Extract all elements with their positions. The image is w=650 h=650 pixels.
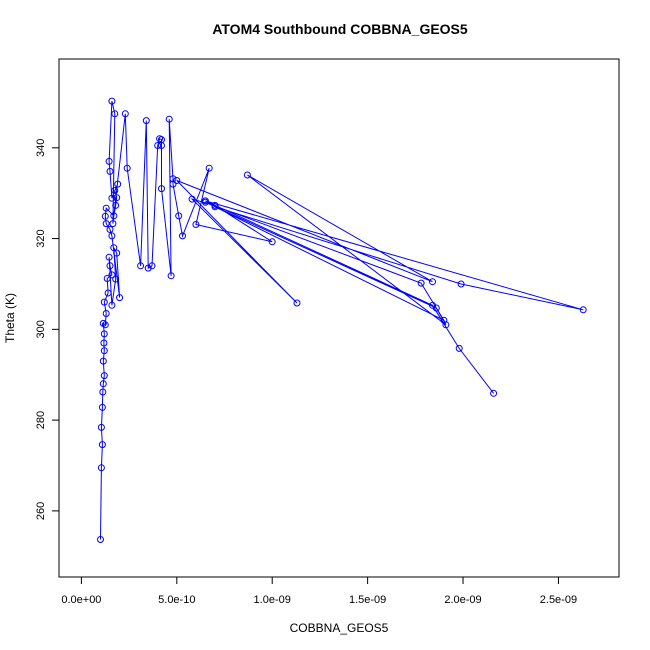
- data-point: [100, 298, 108, 306]
- data-point: [97, 536, 104, 543]
- y-axis: 260 280 300 320 340: [35, 139, 59, 520]
- y-axis-label: Theta (K): [3, 293, 17, 343]
- data-point: [106, 226, 114, 233]
- data-point: [123, 164, 131, 172]
- data-point: [429, 278, 436, 286]
- data-point: [106, 167, 114, 175]
- data-point: [116, 294, 124, 302]
- data-point: [105, 253, 113, 261]
- data-point: [114, 180, 122, 188]
- y-tick-label: 320: [35, 229, 47, 247]
- data-point: [113, 194, 121, 202]
- data-point: [99, 388, 107, 396]
- data-point: [243, 171, 251, 179]
- data-point: [490, 389, 498, 397]
- y-tick-label: 300: [35, 320, 47, 338]
- y-tick-label: 260: [35, 502, 47, 520]
- data-point: [455, 344, 463, 352]
- data-point: [104, 289, 112, 297]
- data-point: [158, 185, 165, 193]
- plot-area: [97, 97, 587, 543]
- data-point: [179, 232, 186, 240]
- x-tick-label: 1.0e-09: [254, 594, 291, 606]
- data-point: [99, 380, 107, 388]
- data-point: [100, 330, 108, 338]
- data-point: [97, 423, 105, 431]
- data-point: [154, 142, 162, 149]
- data-point: [144, 264, 152, 272]
- data-point: [112, 201, 120, 209]
- data-point: [112, 275, 120, 283]
- data-point: [105, 157, 113, 165]
- data-point: [99, 357, 107, 365]
- x-tick-label: 2.5e-09: [540, 594, 577, 606]
- data-point: [113, 249, 121, 257]
- data-point: [579, 306, 587, 314]
- data-point: [102, 310, 110, 317]
- data-point: [106, 262, 114, 270]
- data-point: [167, 272, 175, 280]
- x-tick-label: 2.0e-09: [444, 594, 481, 606]
- data-point: [148, 262, 156, 270]
- data-point: [293, 299, 301, 307]
- data-point: [97, 464, 105, 472]
- data-point: [111, 187, 119, 194]
- data-point: [188, 195, 196, 203]
- data-point: [102, 204, 110, 212]
- y-tick-label: 280: [35, 411, 47, 429]
- data-point: [108, 232, 116, 240]
- x-tick-label: 5.0e-10: [158, 594, 195, 606]
- data-point: [417, 279, 425, 287]
- data-point: [175, 212, 183, 220]
- data-point: [268, 238, 276, 246]
- data-point: [142, 117, 150, 125]
- data-point: [158, 142, 165, 149]
- data-point: [111, 110, 119, 118]
- data-point: [121, 110, 129, 118]
- data-point: [108, 97, 116, 105]
- data-point: [442, 321, 450, 329]
- data-point: [173, 177, 181, 184]
- x-axis: 0.0e+00 5.0e-10 1.0e-09 1.5e-09 2.0e-09 2.5e-…: [61, 577, 577, 606]
- data-point: [110, 244, 118, 252]
- data-point: [110, 212, 118, 220]
- data-point: [100, 372, 108, 380]
- data-point: [169, 175, 177, 183]
- data-point: [201, 197, 209, 205]
- data-point: [211, 203, 219, 211]
- data-point: [440, 316, 448, 324]
- data-point: [205, 164, 213, 172]
- x-tick-label: 0.0e+00: [61, 594, 101, 606]
- data-point: [98, 441, 106, 449]
- data-point: [99, 319, 107, 327]
- data-point: [103, 275, 111, 282]
- x-axis-label: COBBNA_GEOS5: [290, 621, 389, 635]
- plot-frame: [58, 58, 620, 578]
- data-point: [169, 180, 177, 188]
- data-point: [457, 280, 465, 288]
- data-point: [137, 262, 145, 270]
- data-point: [165, 115, 173, 123]
- series-line: [100, 100, 584, 540]
- data-point: [192, 221, 200, 228]
- data-point: [429, 301, 436, 309]
- data-point: [108, 301, 116, 309]
- data-point: [100, 339, 108, 347]
- y-tick-label: 340: [35, 139, 47, 157]
- data-point: [101, 212, 109, 220]
- data-point: [108, 194, 116, 202]
- data-point: [100, 347, 108, 355]
- x-tick-label: 1.5e-09: [349, 594, 386, 606]
- data-point: [109, 220, 117, 228]
- data-point: [102, 220, 110, 228]
- data-point: [98, 403, 106, 411]
- data-point: [108, 271, 116, 279]
- data-point: [101, 321, 109, 329]
- chart-title: ATOM4 Southbound COBBNA_GEOS5: [212, 21, 468, 37]
